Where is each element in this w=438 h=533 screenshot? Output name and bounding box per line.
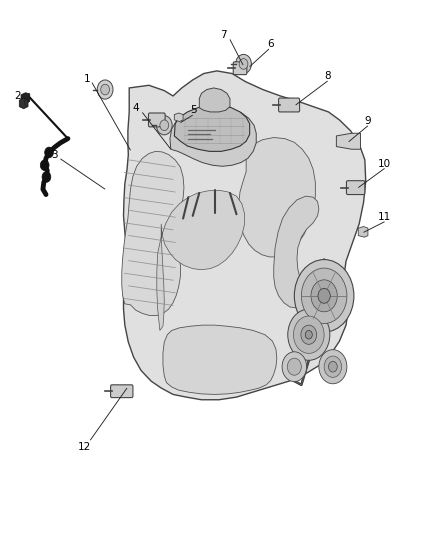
Polygon shape bbox=[157, 190, 244, 330]
Circle shape bbox=[301, 268, 347, 324]
Circle shape bbox=[311, 280, 337, 312]
Circle shape bbox=[42, 172, 51, 182]
Polygon shape bbox=[274, 196, 319, 308]
Circle shape bbox=[156, 116, 172, 135]
FancyBboxPatch shape bbox=[110, 385, 133, 398]
Text: 7: 7 bbox=[220, 30, 227, 40]
Text: 3: 3 bbox=[51, 150, 58, 159]
FancyBboxPatch shape bbox=[148, 113, 165, 127]
Polygon shape bbox=[174, 113, 183, 122]
Circle shape bbox=[282, 352, 307, 382]
Circle shape bbox=[45, 147, 53, 158]
Circle shape bbox=[305, 330, 312, 339]
Polygon shape bbox=[199, 88, 230, 112]
Polygon shape bbox=[122, 151, 184, 316]
Text: 4: 4 bbox=[132, 103, 139, 112]
Polygon shape bbox=[174, 106, 250, 151]
Circle shape bbox=[318, 288, 330, 303]
Circle shape bbox=[40, 160, 49, 171]
Circle shape bbox=[97, 80, 113, 99]
Circle shape bbox=[328, 361, 337, 372]
Circle shape bbox=[236, 54, 251, 74]
Polygon shape bbox=[124, 71, 366, 400]
Text: 10: 10 bbox=[378, 159, 391, 168]
Text: 12: 12 bbox=[78, 442, 91, 451]
FancyBboxPatch shape bbox=[279, 98, 300, 112]
Text: 6: 6 bbox=[267, 39, 274, 49]
Circle shape bbox=[319, 350, 347, 384]
Polygon shape bbox=[19, 98, 28, 109]
Text: 5: 5 bbox=[190, 106, 197, 115]
Circle shape bbox=[294, 260, 354, 332]
FancyBboxPatch shape bbox=[233, 62, 247, 75]
Text: 1: 1 bbox=[84, 74, 91, 84]
Circle shape bbox=[239, 59, 248, 69]
Polygon shape bbox=[170, 108, 256, 166]
Circle shape bbox=[324, 356, 342, 377]
Polygon shape bbox=[336, 133, 360, 149]
Polygon shape bbox=[358, 227, 368, 237]
FancyBboxPatch shape bbox=[346, 181, 365, 195]
Polygon shape bbox=[21, 93, 30, 103]
Circle shape bbox=[301, 325, 317, 344]
Circle shape bbox=[101, 84, 110, 95]
Polygon shape bbox=[239, 138, 315, 257]
Circle shape bbox=[293, 316, 324, 353]
Text: 2: 2 bbox=[14, 91, 21, 101]
Text: 9: 9 bbox=[364, 116, 371, 126]
Text: 11: 11 bbox=[378, 212, 391, 222]
Circle shape bbox=[160, 120, 169, 131]
Text: 8: 8 bbox=[324, 71, 331, 80]
Circle shape bbox=[287, 358, 301, 375]
Circle shape bbox=[288, 309, 330, 360]
Polygon shape bbox=[163, 325, 277, 394]
